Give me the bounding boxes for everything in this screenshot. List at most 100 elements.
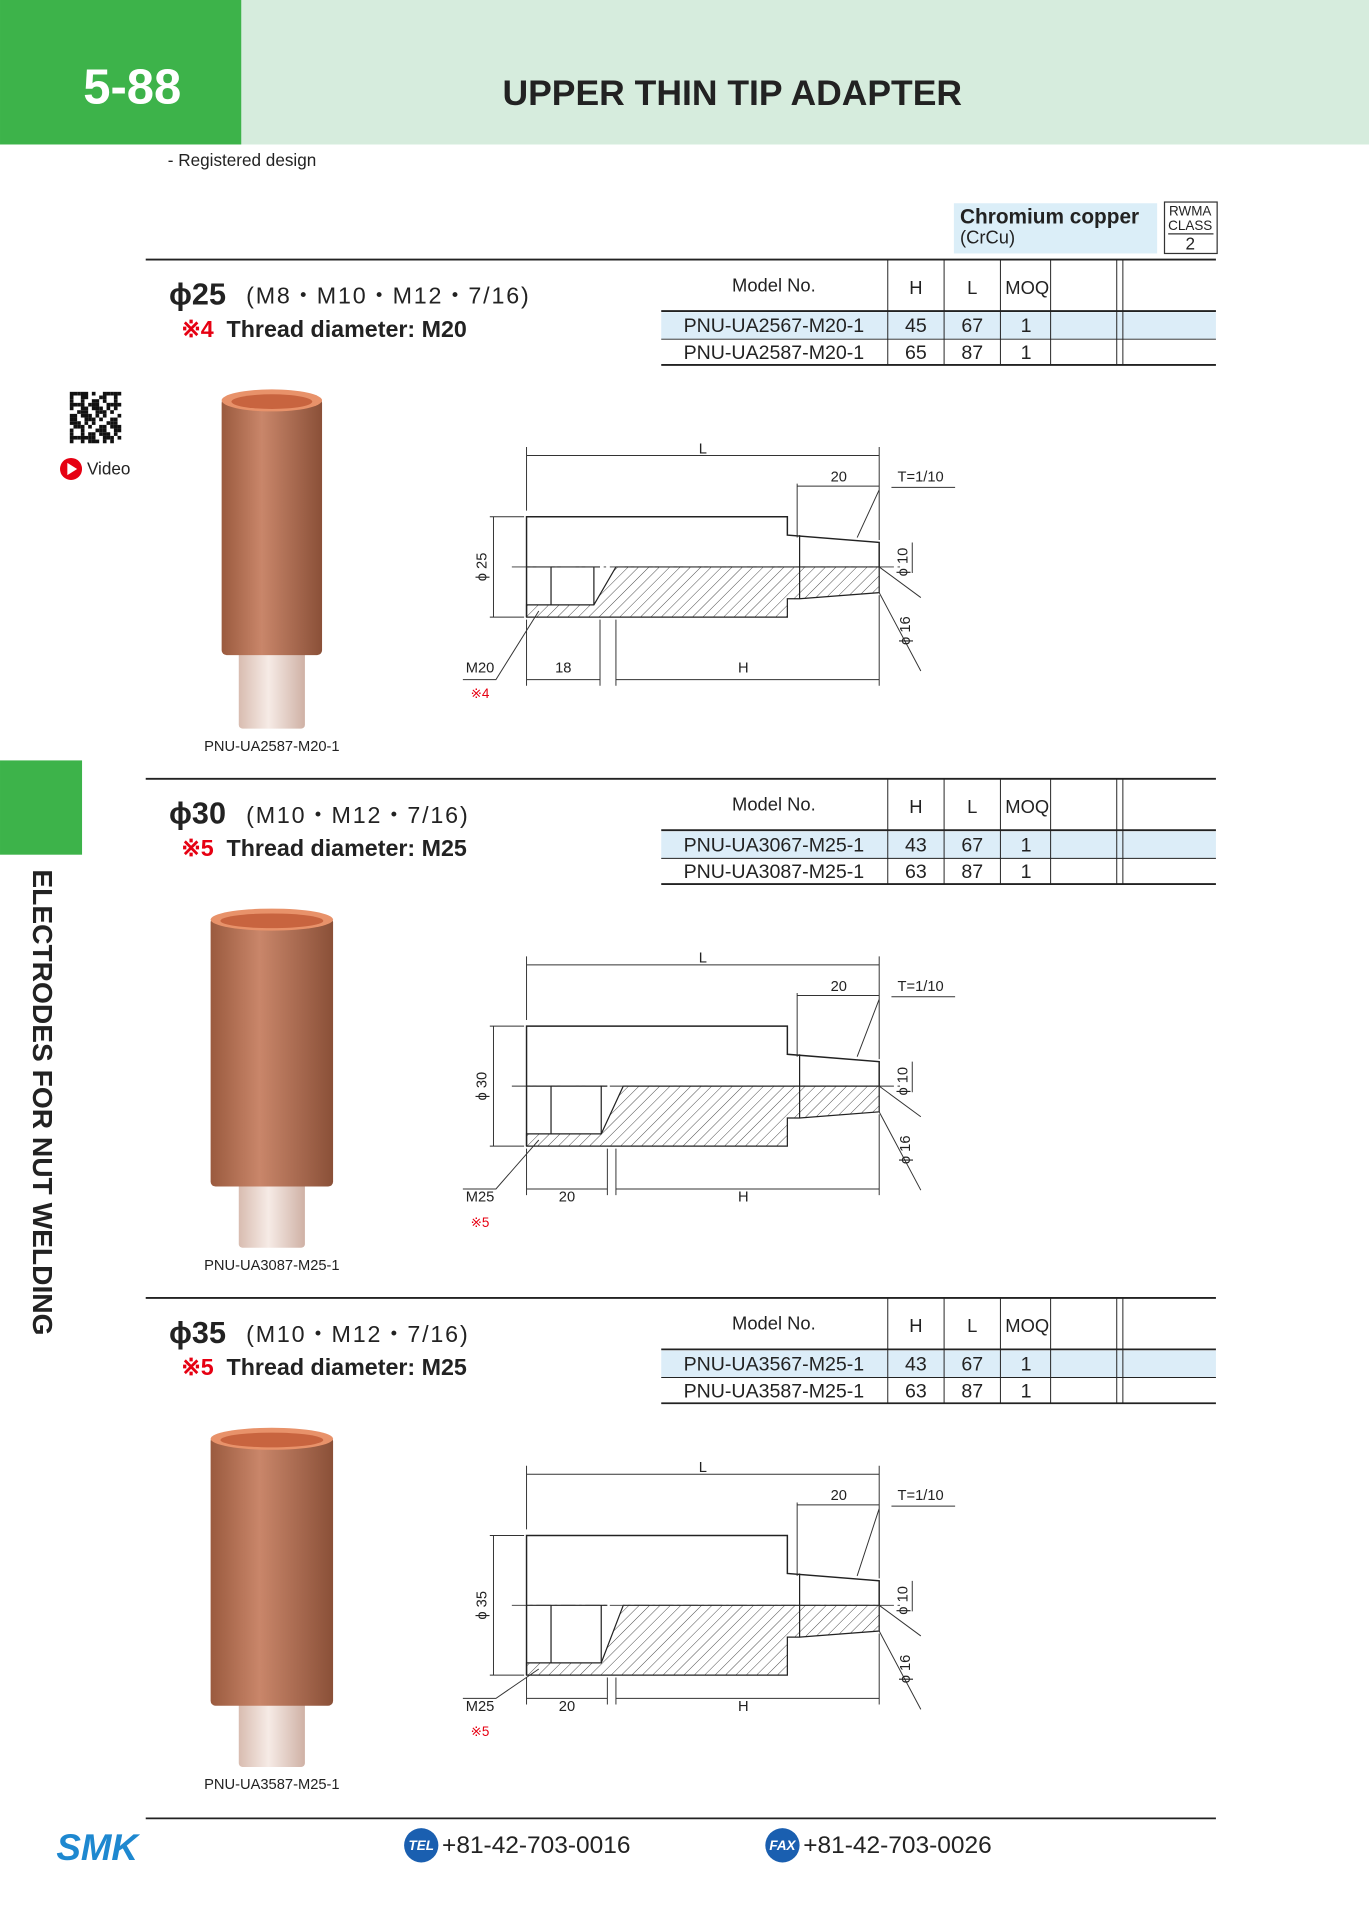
qr-cell — [102, 428, 107, 433]
qr-cell — [106, 391, 111, 396]
qr-cell — [113, 417, 118, 422]
play-icon — [67, 462, 78, 476]
table-cell: 87 — [961, 342, 983, 364]
qr-cell — [117, 413, 122, 418]
qr-cell — [110, 417, 114, 422]
qr-cell — [80, 424, 85, 429]
dim-tip-dia: ϕ 10 — [896, 548, 912, 577]
fax-badge-text: FAX — [769, 1838, 796, 1853]
table-header: Model No. — [732, 274, 816, 295]
qr-cell — [88, 417, 92, 422]
qr-cell — [110, 424, 114, 429]
photo-label: PNU-UA3587-M25-1 — [204, 1777, 340, 1793]
table-cell: PNU-UA3087-M25-1 — [684, 861, 865, 883]
dim-length: L — [699, 441, 707, 457]
qr-cell — [113, 406, 118, 411]
material-box — [953, 203, 1158, 254]
qr-cell — [110, 439, 114, 444]
qr-cell — [77, 421, 81, 425]
table-header: Model No. — [732, 1313, 816, 1334]
qr-code — [69, 391, 122, 444]
qr-cell — [73, 417, 78, 422]
qr-cell — [91, 421, 96, 425]
qr-cell — [99, 406, 103, 411]
table-cell: 87 — [961, 1380, 983, 1402]
qr-cell — [80, 395, 85, 400]
page-number-box — [0, 0, 242, 145]
qr-cell — [95, 428, 100, 433]
dim-thread-mark: ※4 — [471, 686, 490, 701]
photo-bore — [220, 913, 324, 929]
note-mark: ※5 — [181, 835, 213, 861]
qr-cell — [88, 439, 92, 444]
qr-cell — [117, 435, 122, 440]
qr-cell — [77, 410, 81, 414]
table-cell: 43 — [905, 834, 927, 856]
qr-cell — [99, 410, 103, 414]
table-header: MOQ — [1005, 1315, 1049, 1336]
table-header: Model No. — [732, 794, 816, 815]
dim-depth: 20 — [559, 1699, 575, 1715]
qr-cell — [77, 402, 81, 407]
qr-cell — [106, 402, 111, 407]
fax-number: +81-42-703-0026 — [803, 1832, 991, 1859]
qr-cell — [91, 399, 96, 403]
qr-cell — [110, 391, 114, 396]
qr-cell — [106, 435, 111, 440]
qr-cell — [102, 424, 107, 429]
qr-cell — [117, 402, 122, 407]
qr-cell — [69, 402, 74, 407]
page-number: 5-88 — [83, 61, 181, 115]
material-name: Chromium copper — [960, 205, 1139, 228]
threads: (M8・M10・M12・7/16) — [246, 283, 530, 309]
dim-thread: M20 — [466, 660, 495, 676]
qr-cell — [102, 413, 107, 418]
qr-cell — [113, 395, 118, 400]
table-cell: 1 — [1021, 1353, 1032, 1375]
rwma: RWMA — [1169, 203, 1211, 218]
class-label: CLASS — [1168, 218, 1212, 233]
table-cell: 67 — [961, 834, 983, 856]
note: Thread diameter: M20 — [227, 316, 467, 342]
qr-cell — [69, 439, 74, 444]
dim-length: L — [699, 1460, 707, 1476]
qr-cell — [84, 421, 89, 425]
dim-body-dia: ϕ 35 — [474, 1591, 490, 1620]
qr-cell — [88, 435, 92, 440]
qr-cell — [80, 428, 85, 433]
qr-cell — [95, 439, 100, 444]
table-cell: PNU-UA2587-M20-1 — [684, 342, 865, 364]
qr-cell — [95, 402, 100, 407]
logo: SMK — [56, 1827, 140, 1868]
qr-cell — [84, 413, 89, 418]
table-header: H — [909, 1315, 922, 1336]
qr-cell — [117, 428, 122, 433]
qr-cell — [95, 406, 100, 411]
diameter: ϕ25 — [169, 277, 226, 311]
qr-cell — [102, 410, 107, 414]
qr-cell — [69, 435, 74, 440]
dim-lines — [462, 956, 956, 1196]
note: Thread diameter: M25 — [227, 835, 467, 861]
qr-cell — [77, 391, 81, 396]
qr-cell — [99, 432, 103, 436]
video-link[interactable]: Video — [87, 459, 131, 479]
dim-lines — [462, 1465, 956, 1710]
qr-cell — [69, 432, 74, 436]
qr-cell — [102, 432, 107, 436]
qr-cell — [102, 395, 107, 400]
qr-cell — [69, 391, 74, 396]
qr-cell — [73, 435, 78, 440]
qr-cell — [110, 435, 114, 440]
qr-cell — [102, 391, 107, 396]
dim-tip-length: 20 — [831, 469, 847, 485]
table-header: H — [909, 277, 922, 298]
dim-thread-mark: ※5 — [471, 1724, 490, 1739]
qr-cell — [80, 439, 85, 444]
qr-cell — [99, 395, 103, 400]
side-tab — [0, 760, 83, 855]
qr-cell — [73, 421, 78, 425]
qr-cell — [95, 399, 100, 403]
rwma-box — [1163, 201, 1218, 255]
qr-cell — [80, 435, 85, 440]
